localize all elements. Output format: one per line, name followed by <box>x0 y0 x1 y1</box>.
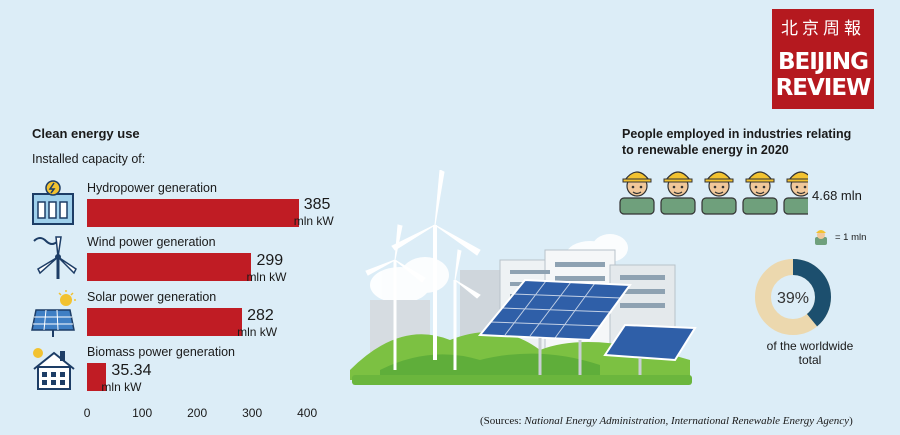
donut-percent-label: 39% <box>777 290 809 307</box>
people-title-line-2: to renewable energy in 2020 <box>622 143 789 157</box>
chart-title: Clean energy use <box>32 126 140 141</box>
x-tick-200: 200 <box>187 406 208 420</box>
worker-icon <box>619 171 655 215</box>
wind-turbine-icon <box>33 236 77 279</box>
unit-label-hydropower: mln kW <box>293 214 334 228</box>
bar-wind <box>87 253 252 281</box>
hydropower-icon <box>32 180 74 225</box>
worker-icon <box>701 171 737 215</box>
people-employed-title: People employed in industries relating t… <box>622 126 892 158</box>
bar-hydropower <box>87 199 299 227</box>
worker-icons-row <box>619 171 808 215</box>
x-tick-0: 0 <box>83 406 91 420</box>
x-tick-100: 100 <box>132 406 153 420</box>
worldwide-share-donut: 39% <box>755 259 831 335</box>
worker-legend-text: = 1 mln <box>835 232 867 243</box>
bar-biomass <box>87 363 107 391</box>
chart-subtitle: Installed capacity of: <box>32 152 146 166</box>
beijing-review-logo: 北京周報 BEIJING REVIEW <box>772 9 874 109</box>
logo-chinese-text: 北京周報 <box>781 19 865 39</box>
donut-caption: of the worldwide total <box>766 339 854 367</box>
value-label-wind: 299 <box>256 252 284 269</box>
renewable-energy-illustration <box>350 170 697 385</box>
source-note: (Sources: National Energy Administration… <box>480 415 853 427</box>
value-label-solar: 282 <box>247 307 274 324</box>
source-agencies: National Energy Administration, Internat… <box>524 415 850 427</box>
value-label-hydropower: 385 <box>303 196 331 213</box>
source-prefix: (Sources: <box>480 415 525 427</box>
unit-label-biomass: mln kW <box>101 380 142 394</box>
logo-line-1: BEIJING <box>777 49 869 75</box>
unit-label-wind: mln kW <box>246 270 287 284</box>
donut-share-arc <box>755 259 831 335</box>
solar-panel-icon <box>31 290 76 337</box>
category-label-hydropower: Hydropower generation <box>87 181 217 195</box>
worker-icon-legend <box>815 230 827 245</box>
biomass-house-icon <box>33 348 75 390</box>
worker-icon <box>742 171 778 215</box>
category-label-wind: Wind power generation <box>87 235 216 249</box>
people-title-line-1: People employed in industries relating <box>622 127 852 141</box>
people-employed-value: 4.68 mln <box>812 188 862 203</box>
value-label-biomass: 35.34 <box>111 362 152 379</box>
x-tick-400: 400 <box>297 406 318 420</box>
category-label-biomass: Biomass power generation <box>87 345 235 359</box>
source-suffix: ) <box>849 415 853 427</box>
logo-line-2: REVIEW <box>775 75 872 101</box>
worker-icon <box>783 171 808 215</box>
unit-label-solar: mln kW <box>237 325 278 339</box>
worker-icon <box>660 171 696 215</box>
x-tick-300: 300 <box>242 406 263 420</box>
category-label-solar: Solar power generation <box>87 290 217 304</box>
bar-solar <box>87 308 243 336</box>
